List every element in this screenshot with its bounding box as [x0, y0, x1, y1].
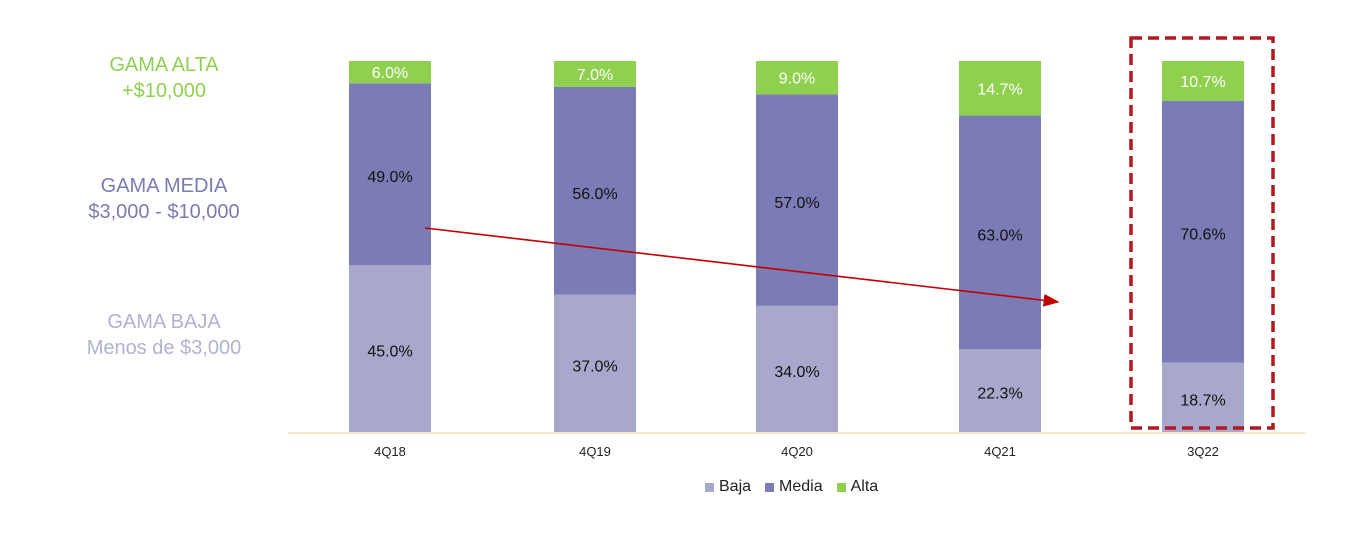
bar-alta-4Q21 [959, 61, 1041, 116]
data-label-media-4Q21: 63.0% [977, 227, 1022, 244]
highlight-box-3Q22 [1129, 36, 1275, 430]
bar-media-4Q20 [756, 94, 838, 306]
legend-label-alta: Alta [850, 478, 879, 495]
legend-swatch-media [765, 482, 775, 492]
label-gama-baja-range: Menos de $3,000 [86, 337, 242, 359]
chart-legend: Baja Media Alta [705, 478, 878, 496]
x-tick-label-4Q21: 4Q21 [984, 444, 1016, 459]
label-gama-alta-title: GAMA ALTA [109, 54, 219, 76]
legend-swatch-baja [705, 482, 714, 492]
legend-item-media: Media [765, 478, 823, 496]
label-gama-media-title: GAMA MEDIA [100, 175, 228, 197]
data-label-media-4Q19: 56.0% [572, 186, 617, 203]
data-label-baja-4Q20: 34.0% [774, 364, 819, 381]
data-label-alta-4Q20: 9.0% [779, 71, 815, 88]
trend-arrow [424, 227, 1060, 307]
label-gama-media-range: $3,000 - $10,000 [88, 201, 240, 223]
data-label-baja-4Q21: 22.3% [977, 386, 1022, 403]
bar-media-4Q19 [554, 86, 636, 295]
data-label-baja-4Q19: 37.0% [572, 358, 617, 375]
bar-alta-4Q19 [554, 61, 636, 87]
bar-alta-4Q18 [349, 61, 431, 84]
label-gama-media: GAMA MEDIA $3,000 - $10,000 [44, 173, 284, 225]
bar-baja-4Q21 [959, 349, 1041, 432]
label-gama-alta: GAMA ALTA +$10,000 [44, 52, 284, 104]
x-tick-label-4Q18: 4Q18 [374, 444, 406, 459]
label-gama-baja-title: GAMA BAJA [107, 311, 221, 333]
legend-label-media: Media [779, 478, 823, 495]
x-tick-label-4Q20: 4Q20 [781, 444, 813, 459]
data-label-alta-4Q18: 6.0% [372, 65, 408, 82]
bar-media-4Q18 [349, 83, 431, 266]
legend-item-alta: Alta [836, 478, 879, 496]
bar-media-4Q21 [959, 115, 1041, 350]
legend-swatch-alta [836, 482, 846, 492]
bar-alta-3Q22 [1162, 61, 1244, 101]
bar-media-3Q22 [1162, 100, 1244, 363]
label-gama-baja: GAMA BAJA Menos de $3,000 [44, 309, 284, 361]
legend-item-baja: Baja [705, 478, 751, 496]
bar-baja-4Q19 [554, 294, 636, 432]
bar-baja-4Q20 [756, 305, 838, 432]
data-label-alta-4Q21: 14.7% [977, 81, 1022, 98]
data-label-media-3Q22: 70.6% [1180, 227, 1225, 244]
data-label-media-4Q18: 49.0% [367, 169, 412, 186]
legend-label-baja: Baja [719, 478, 752, 495]
data-label-media-4Q20: 57.0% [774, 195, 819, 212]
data-label-alta-3Q22: 10.7% [1180, 74, 1225, 91]
data-label-alta-4Q19: 7.0% [577, 67, 613, 84]
x-tick-label-3Q22: 3Q22 [1187, 444, 1219, 459]
bar-alta-4Q20 [756, 61, 838, 95]
data-label-baja-4Q18: 45.0% [367, 344, 412, 361]
label-gama-alta-range: +$10,000 [122, 80, 206, 102]
bar-baja-3Q22 [1162, 362, 1244, 432]
data-label-baja-3Q22: 18.7% [1180, 392, 1225, 409]
x-tick-label-4Q19: 4Q19 [579, 444, 611, 459]
bar-baja-4Q18 [349, 265, 431, 432]
